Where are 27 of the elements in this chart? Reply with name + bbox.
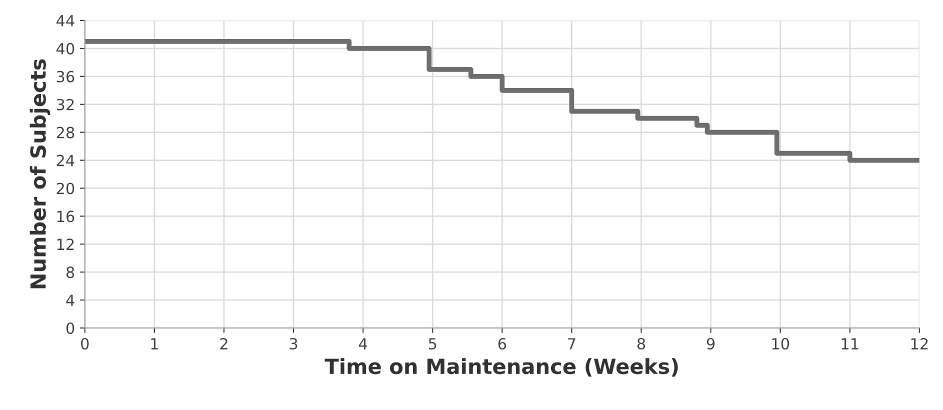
x-tick-label: 1 — [151, 338, 158, 350]
y-tick-label: 16 — [57, 210, 74, 222]
y-tick-label: 20 — [56, 182, 74, 194]
y-tick-label: 4 — [66, 294, 74, 306]
x-tick-label: 12 — [911, 338, 928, 350]
x-tick-label: 6 — [498, 338, 506, 350]
y-tick-label: 28 — [56, 126, 74, 138]
y-tick-label: 12 — [57, 238, 74, 250]
x-tick-label: 8 — [637, 338, 646, 350]
x-tick-label: 3 — [290, 338, 298, 350]
x-tick-label: 4 — [358, 338, 368, 350]
y-tick-label: 36 — [56, 70, 74, 82]
y-tick-label: 0 — [66, 322, 74, 334]
x-tick-label: 11 — [842, 338, 858, 350]
y-tick-label: 8 — [66, 266, 74, 278]
x-tick-label: 7 — [568, 338, 576, 350]
x-tick-label: 2 — [220, 338, 228, 350]
x-tick-label: 10 — [772, 338, 790, 350]
x-tick-label: 9 — [706, 338, 715, 350]
y-tick-label: 32 — [56, 98, 74, 110]
y-tick-label: 40 — [56, 42, 74, 54]
y-axis-title: Number of Subjects — [30, 59, 50, 288]
y-tick-label: 24 — [56, 154, 74, 166]
x-tick-label: 5 — [428, 338, 436, 350]
y-tick-label: 44 — [56, 15, 74, 26]
x-axis-title: Time on Maintenance (Weeks) — [324, 358, 678, 377]
x-tick-label: 0 — [81, 338, 89, 350]
